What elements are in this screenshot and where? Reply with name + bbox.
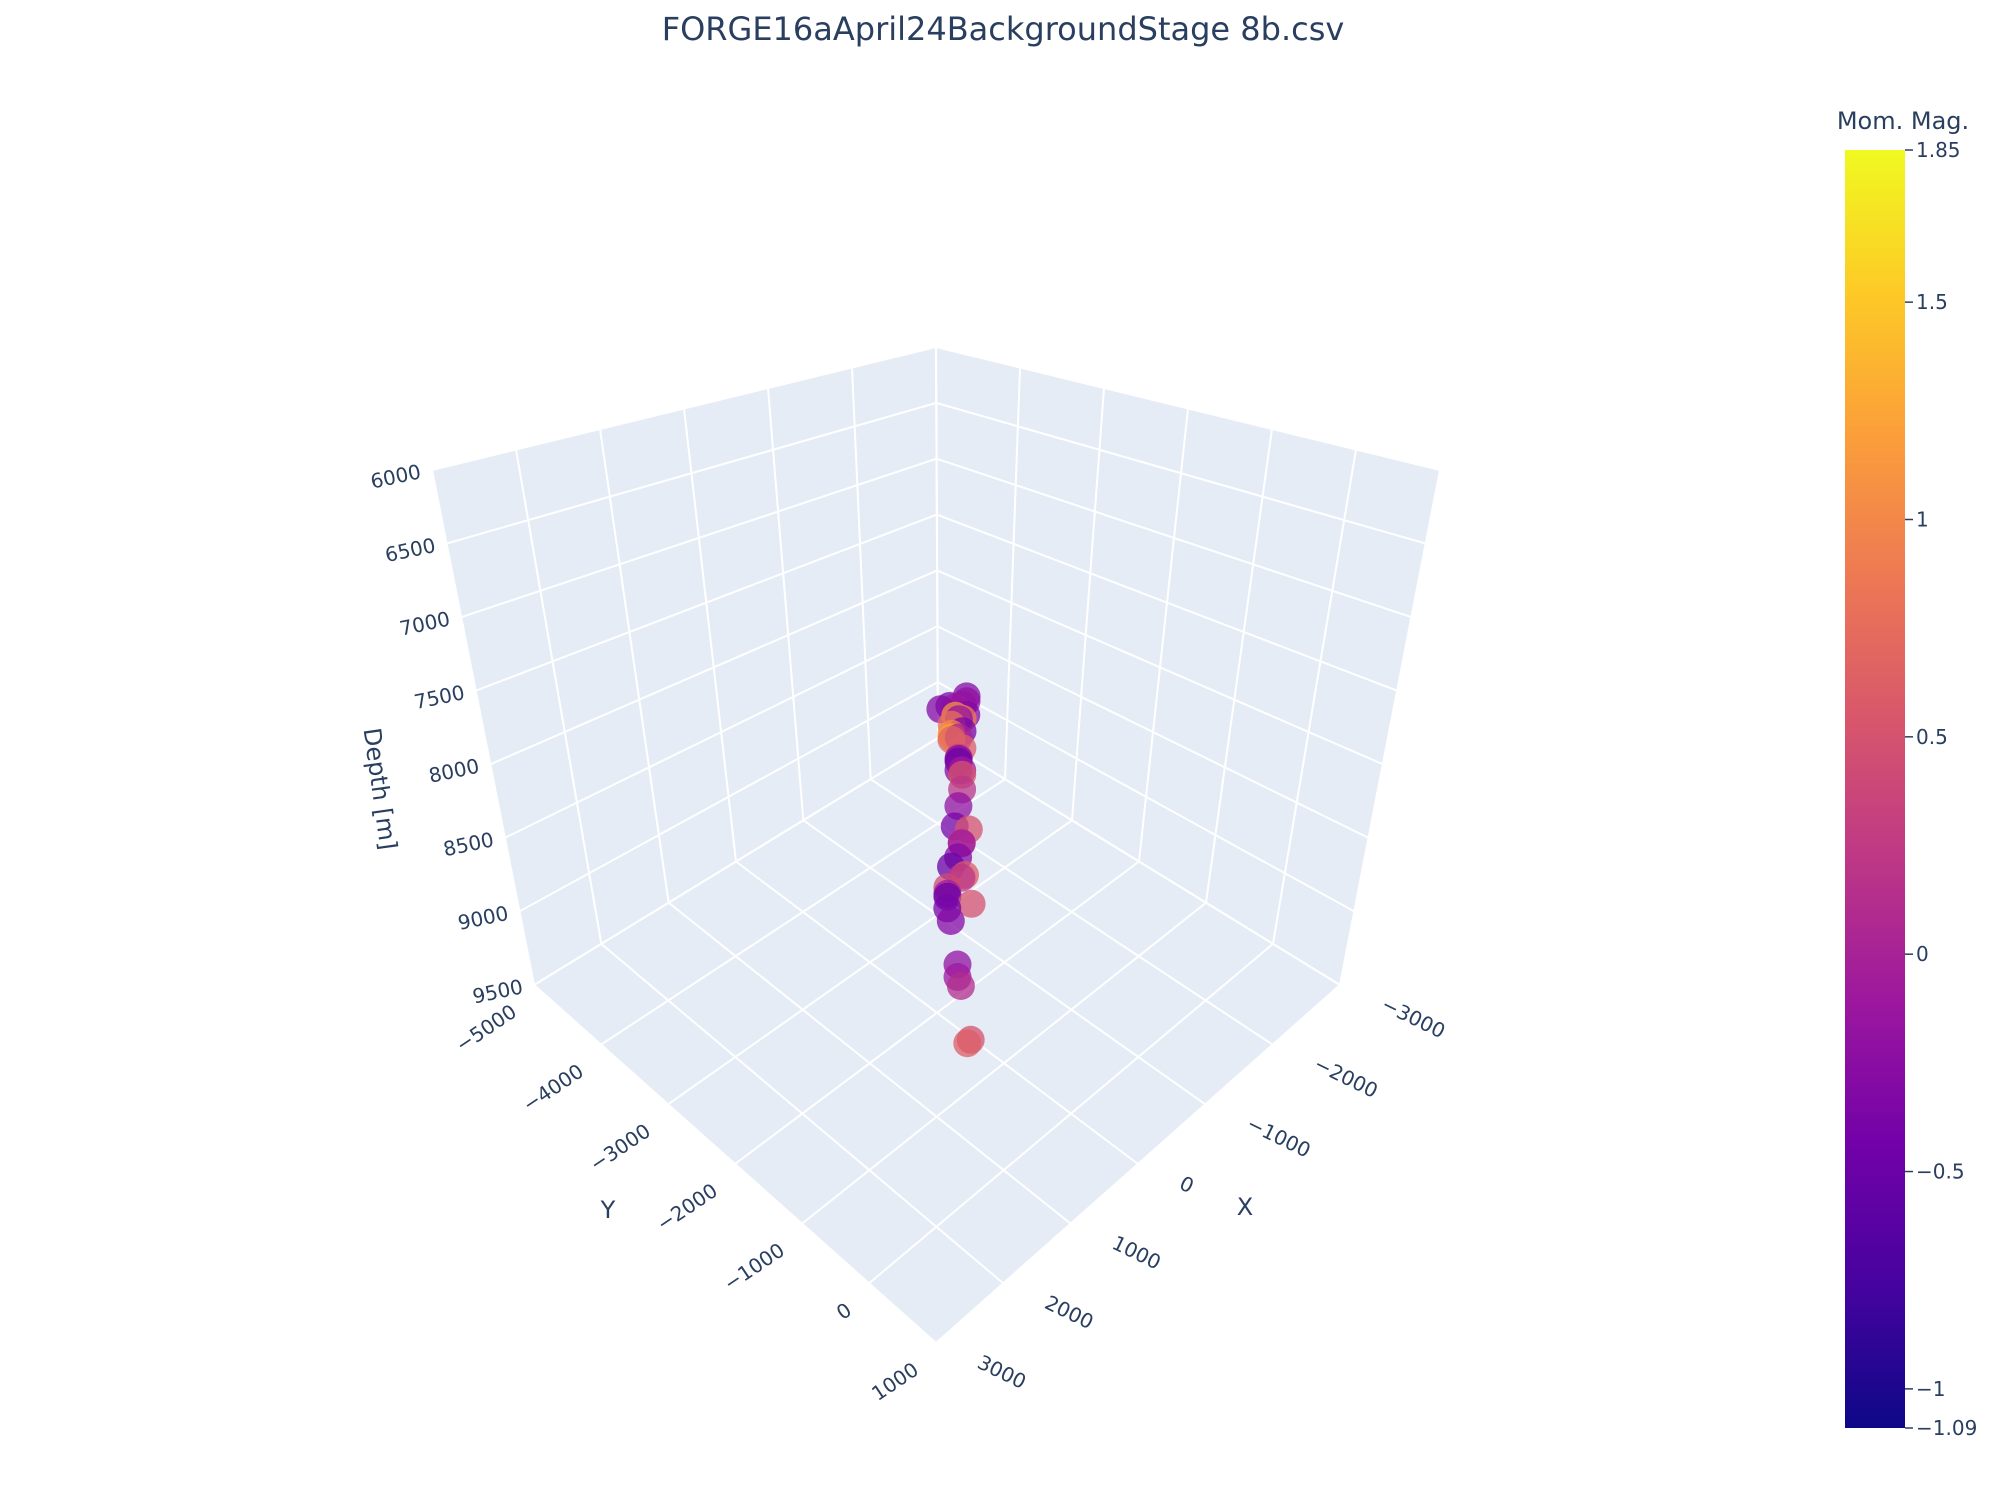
grid-line-x-wall	[431, 469, 535, 986]
x-tick-label: 3000	[974, 1350, 1030, 1394]
z-tick-label: 8000	[427, 754, 482, 788]
x-tick-label: −2000	[1310, 1052, 1381, 1103]
grid-line-y-wall	[1138, 408, 1189, 862]
grid-line-y-floor	[667, 819, 1073, 1106]
grid-line-x-wall	[767, 387, 805, 821]
grid-line-z-wall-b	[935, 346, 1441, 471]
wall-pane-x0	[936, 347, 1440, 985]
grid-line-z-wall-b	[936, 569, 1384, 766]
grid-line-y-wall	[1071, 387, 1105, 821]
y-tick-label: −5000	[451, 999, 521, 1057]
grid-line-y-wall	[1004, 367, 1021, 780]
grid-line-z-wall-a	[518, 681, 939, 913]
z-axis-title: Depth [m]	[358, 726, 403, 852]
grid-line-y-wall	[1205, 428, 1273, 903]
floor-pane	[534, 738, 1340, 1343]
colorbar-tick-label: −1.09	[1916, 1416, 1977, 1440]
data-point[interactable]	[957, 889, 986, 918]
z-tick-label: 6000	[368, 459, 423, 493]
x-axis-title: X	[1237, 1193, 1253, 1221]
grid-line-y-wall	[1339, 469, 1441, 986]
grid-line-y-floor	[868, 943, 1274, 1285]
y-tick-label: 1000	[867, 1357, 923, 1405]
grid-line-z-wall-b	[936, 513, 1398, 692]
colorbar-tick-label: 0.5	[1916, 725, 1948, 749]
y-tick-label: −2000	[652, 1178, 722, 1236]
grid-line-z-wall-a	[533, 737, 939, 986]
grid-line-x-wall	[851, 367, 872, 780]
z-tick-label: 8500	[441, 827, 496, 861]
chart-title: FORGE16aApril24BackgroundStage 8b.csv	[662, 10, 1345, 48]
colorbar-tick-label: 0	[1916, 942, 1929, 966]
colorbar-tick-label: 1	[1916, 507, 1929, 531]
grid-line-z-wall-b	[937, 737, 1341, 986]
grid-line-z-wall-b	[936, 401, 1426, 545]
y-tick-label: −4000	[518, 1059, 588, 1117]
grid-line-x-wall	[599, 428, 670, 903]
y-tick-label: −3000	[585, 1119, 655, 1177]
z-tick-label: 9500	[470, 974, 525, 1008]
colorbar-tick-label: −1	[1916, 1377, 1945, 1401]
grid-line-x-wall	[515, 449, 603, 945]
scene-3d: −3000−2000−10000100020003000−5000−4000−3…	[358, 346, 1449, 1406]
colorbar-tick-label: −0.5	[1916, 1160, 1965, 1184]
x-tick-label: −1000	[1243, 1111, 1314, 1162]
y-axis-title: Y	[600, 1196, 616, 1224]
colorbar-tick-label: 1.85	[1916, 138, 1961, 162]
x-tick-label: 0	[1176, 1171, 1198, 1198]
grid-line-z-wall-a	[431, 346, 937, 471]
grid-line-z-wall-a	[446, 401, 937, 545]
grid-line-z-wall-b	[936, 625, 1370, 839]
grid-line-z-wall-a	[475, 513, 938, 692]
data-point[interactable]	[953, 1029, 982, 1058]
grid-line-y-floor	[935, 984, 1341, 1344]
colorbar-tick-label: 1.5	[1916, 290, 1948, 314]
colorbar: Mom. Mag. −1.09 −1 −0.5 0 0.5 1 1.5 1.85	[1837, 107, 1977, 1440]
grid-line-x-wall	[683, 408, 737, 862]
grid-line-y-wall	[1272, 449, 1357, 944]
z-tick-label: 7000	[397, 607, 452, 641]
x-tick-label: −3000	[1378, 992, 1449, 1043]
data-point[interactable]	[946, 972, 975, 1000]
data-point[interactable]	[936, 907, 965, 935]
grid-line-z-wall-a	[460, 457, 937, 619]
wall-pane-y0	[432, 347, 938, 985]
y-tick-label: 0	[832, 1298, 856, 1325]
grid-line-z-wall-a	[489, 569, 938, 766]
grid-line-y-floor	[734, 860, 1140, 1165]
grid-line-z-wall-a	[504, 625, 938, 839]
grid-line-z-wall-b	[937, 681, 1355, 913]
z-tick-label: 6500	[383, 533, 438, 567]
colorbar-title: Mom. Mag.	[1837, 107, 1969, 135]
x-tick-label: 2000	[1041, 1290, 1097, 1334]
grid-line-y-floor	[801, 901, 1207, 1225]
x-tick-label: 1000	[1108, 1231, 1164, 1275]
grid-line-z-wall-b	[936, 457, 1412, 619]
y-tick-label: −1000	[719, 1238, 789, 1296]
z-tick-label: 9000	[456, 901, 511, 935]
grid-line-y-wall	[935, 346, 939, 739]
colorbar-gradient	[1845, 150, 1905, 1428]
z-tick-label: 7500	[412, 680, 467, 714]
grid-line-y-floor	[600, 778, 1006, 1046]
